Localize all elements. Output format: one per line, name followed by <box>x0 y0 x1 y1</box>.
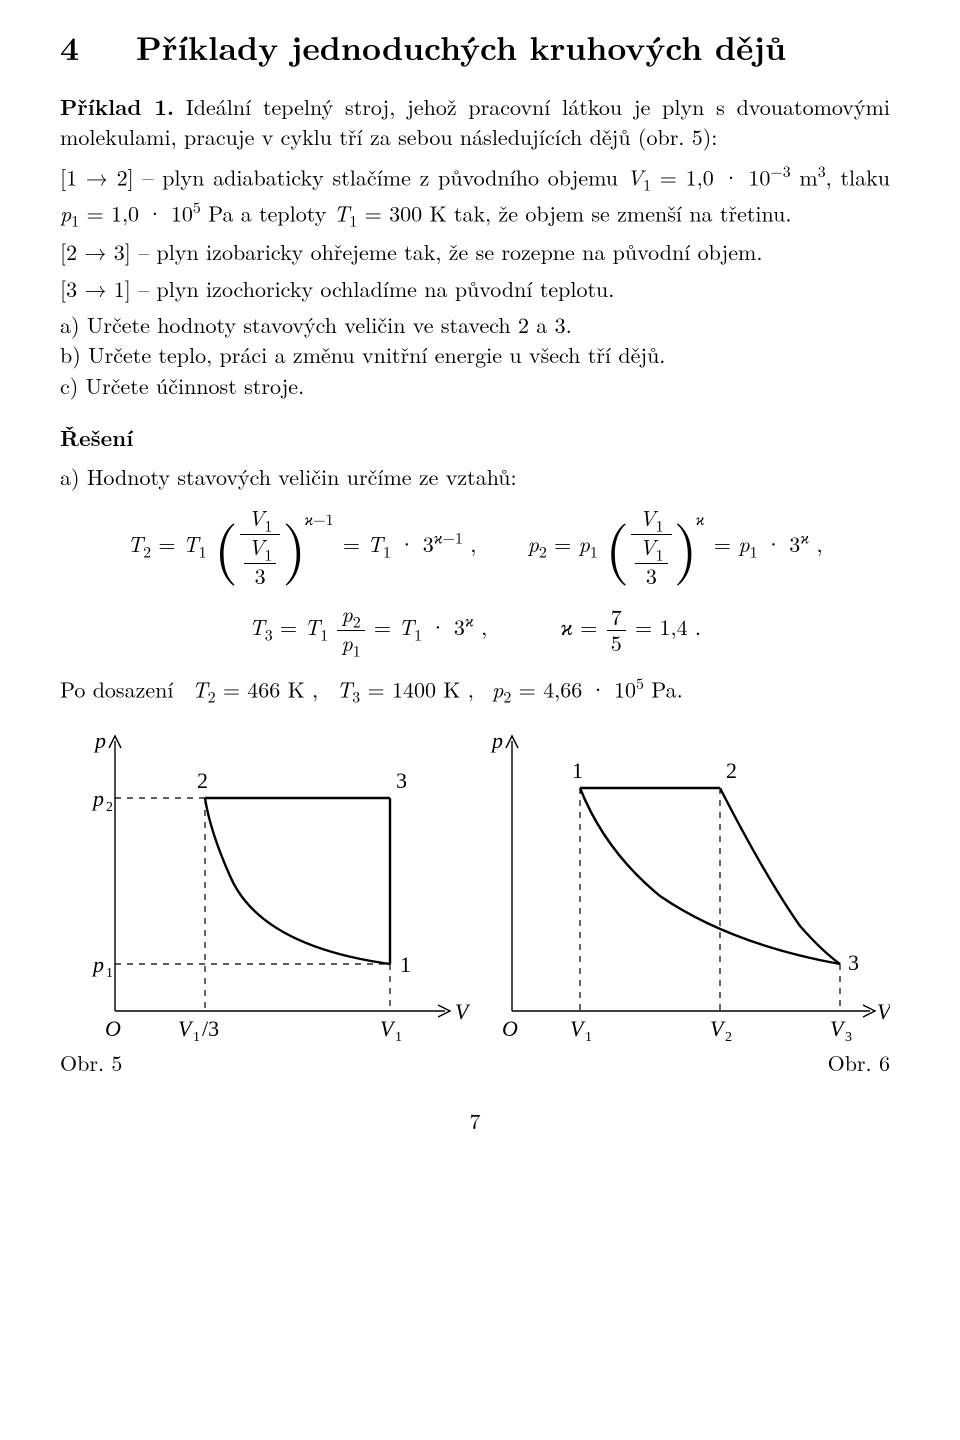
svg-text:3: 3 <box>845 1030 852 1045</box>
solution-a-intro: a) Hodnoty stavových veličin určíme ze v… <box>60 462 890 492</box>
question-a: a) Určete hodnoty stavových veličin ve s… <box>60 310 890 340</box>
substitution-line: Po dosazení T2 = 466 K , T3 = 1400 K , p… <box>60 672 890 708</box>
solution-heading: Řešení <box>60 423 890 453</box>
svg-text:p: p <box>93 728 106 753</box>
svg-text:O: O <box>502 1016 518 1041</box>
diagram-obr-5: p V p2 p1 O V1/3 V1 2 3 1 <box>60 726 470 1046</box>
svg-text:p: p <box>91 952 104 977</box>
caption-left: Obr. 5 <box>60 1048 122 1078</box>
svg-text:p: p <box>490 728 503 753</box>
question-b: b) Určete teplo, práci a změnu vnitřní e… <box>60 340 890 370</box>
svg-text:V: V <box>455 999 470 1024</box>
problem-intro-text: Ideální tepelný stroj, jehož pracovní lá… <box>60 91 890 152</box>
question-c: c) Určete účinnost stroje. <box>60 371 890 401</box>
step-2-3: [2 → 3] – plyn izobaricky ohřejeme tak, … <box>60 237 890 267</box>
svg-text:1: 1 <box>193 1030 200 1045</box>
svg-text:1: 1 <box>572 758 583 783</box>
svg-text:1: 1 <box>395 1030 402 1045</box>
svg-text:V: V <box>570 1016 586 1041</box>
svg-text:2: 2 <box>725 1030 732 1045</box>
svg-text:1: 1 <box>106 966 113 981</box>
svg-text:2: 2 <box>726 758 737 783</box>
svg-text:V: V <box>877 999 890 1024</box>
svg-text:1: 1 <box>400 952 411 977</box>
svg-text:V: V <box>710 1016 726 1041</box>
svg-text:1: 1 <box>585 1030 592 1045</box>
diagram-obr-6: p V O V1 V2 V3 1 2 3 <box>470 726 890 1046</box>
section-title: Příklady jednoduchých kruhových dějů <box>136 23 786 70</box>
svg-text:3: 3 <box>848 950 859 975</box>
svg-text:V: V <box>830 1016 846 1041</box>
step-3-1: [3 → 1] – plyn izochoricky ochladíme na … <box>60 274 890 304</box>
step-1-2: [1 → 2] – plyn adiabaticky stlačíme z pů… <box>60 160 890 231</box>
svg-text:/3: /3 <box>202 1016 219 1041</box>
equation-line-1: T2 = T1 ( V1 V13 )ϰ−1 = T1 · 3ϰ−1 , p2 =… <box>60 506 890 588</box>
svg-text:p: p <box>91 786 104 811</box>
section-number: 4 <box>60 23 79 70</box>
svg-text:V: V <box>178 1016 194 1041</box>
svg-text:3: 3 <box>396 768 407 793</box>
svg-text:O: O <box>105 1016 121 1041</box>
problem-intro: Příklad 1. Ideální tepelný stroj, jehož … <box>60 92 890 153</box>
equation-line-2: T3 = T1 p2 p1 = T1 · 3ϰ , ϰ = 7 5 = 1,4 … <box>60 602 890 659</box>
svg-text:2: 2 <box>106 800 113 815</box>
problem-label: Příklad 1. <box>60 91 174 122</box>
section-heading: 4 Příklady jednoduchých kruhových dějů <box>60 24 890 70</box>
caption-right: Obr. 6 <box>828 1048 890 1078</box>
svg-text:2: 2 <box>197 768 208 793</box>
page-number: 7 <box>60 1106 890 1136</box>
svg-text:V: V <box>380 1016 396 1041</box>
